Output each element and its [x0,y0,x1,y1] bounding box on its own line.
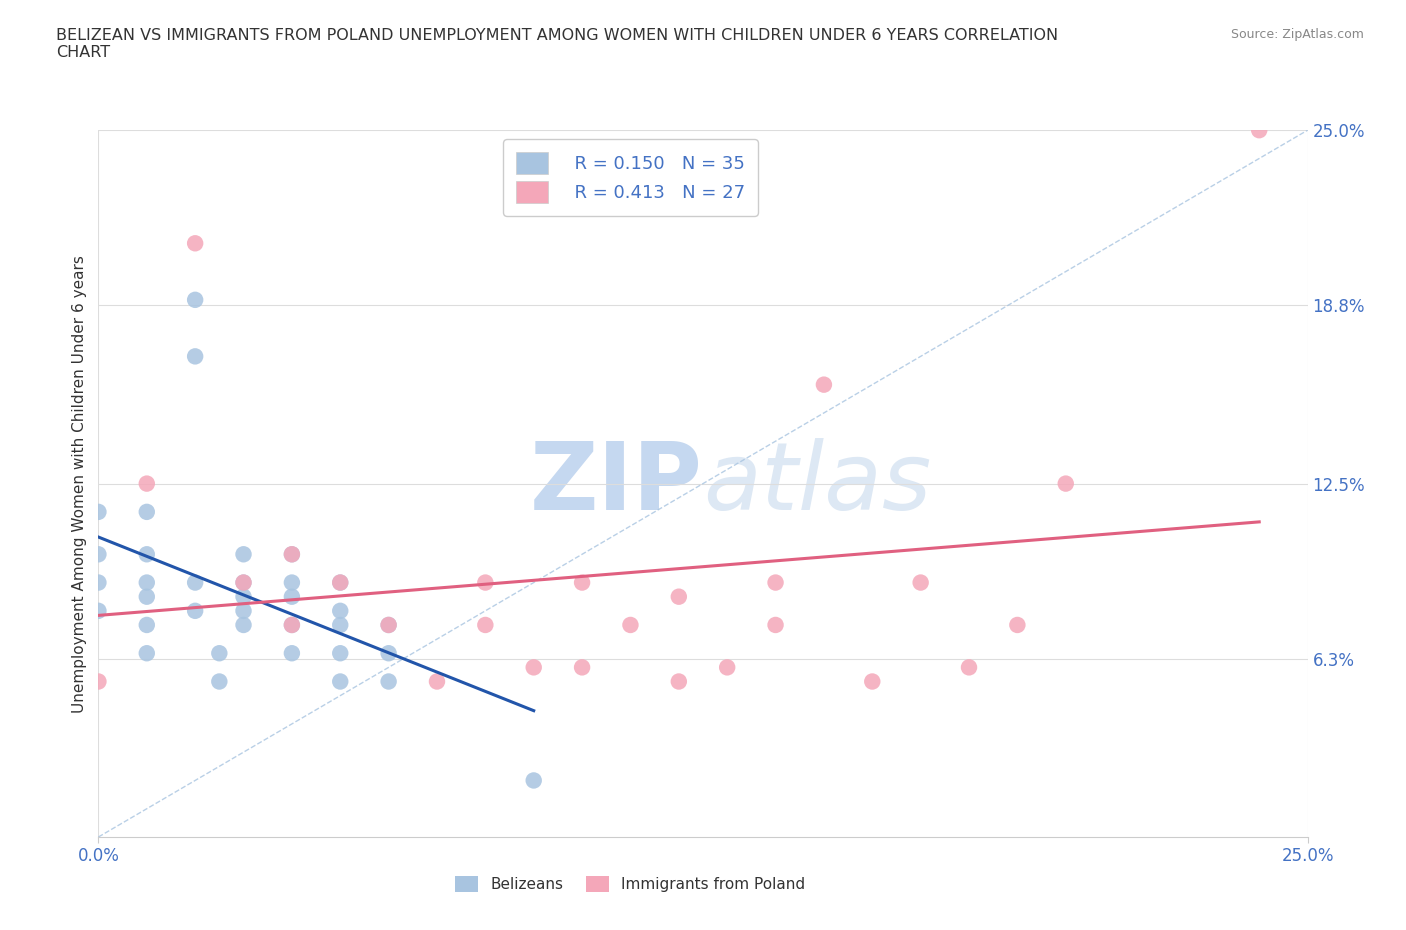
Point [668,674,690,689]
Point [474,618,496,632]
Point [329,604,352,618]
Point [184,236,207,251]
Point [281,645,304,660]
Point [135,618,157,632]
Point [184,292,207,307]
Point [1054,476,1077,491]
Point [1249,123,1271,138]
Point [232,575,254,590]
Point [135,547,157,562]
Point [135,645,157,660]
Y-axis label: Unemployment Among Women with Children Under 6 years: Unemployment Among Women with Children U… [72,255,87,712]
Point [87,604,110,618]
Point [1007,618,1029,632]
Point [87,504,110,519]
Point [329,645,352,660]
Point [135,504,157,519]
Point [135,575,157,590]
Point [135,590,157,604]
Point [232,604,254,618]
Point [329,618,352,632]
Point [87,547,110,562]
Point [184,604,207,618]
Point [523,660,546,675]
Point [910,575,932,590]
Point [329,575,352,590]
Point [281,618,304,632]
Point [377,674,399,689]
Point [765,575,787,590]
Point [232,547,254,562]
Point [377,618,399,632]
Point [87,575,110,590]
Point [716,660,738,675]
Point [377,618,399,632]
Point [668,590,690,604]
Point [765,618,787,632]
Point [571,660,593,675]
Point [281,547,304,562]
Legend: Belizeans, Immigrants from Poland: Belizeans, Immigrants from Poland [447,869,813,900]
Point [232,590,254,604]
Point [860,674,883,689]
Point [523,773,546,788]
Point [281,575,304,590]
Point [135,476,157,491]
Point [377,645,399,660]
Point [957,660,980,675]
Point [281,618,304,632]
Point [184,575,207,590]
Point [281,547,304,562]
Point [329,674,352,689]
Text: atlas: atlas [703,438,931,529]
Text: ZIP: ZIP [530,438,703,529]
Point [281,590,304,604]
Text: BELIZEAN VS IMMIGRANTS FROM POLAND UNEMPLOYMENT AMONG WOMEN WITH CHILDREN UNDER : BELIZEAN VS IMMIGRANTS FROM POLAND UNEMP… [56,28,1059,60]
Point [619,618,641,632]
Point [232,618,254,632]
Point [208,645,231,660]
Point [184,349,207,364]
Point [474,575,496,590]
Point [208,674,231,689]
Point [329,575,352,590]
Point [232,575,254,590]
Point [87,674,110,689]
Point [426,674,449,689]
Point [813,378,835,392]
Text: Source: ZipAtlas.com: Source: ZipAtlas.com [1230,28,1364,41]
Point [571,575,593,590]
